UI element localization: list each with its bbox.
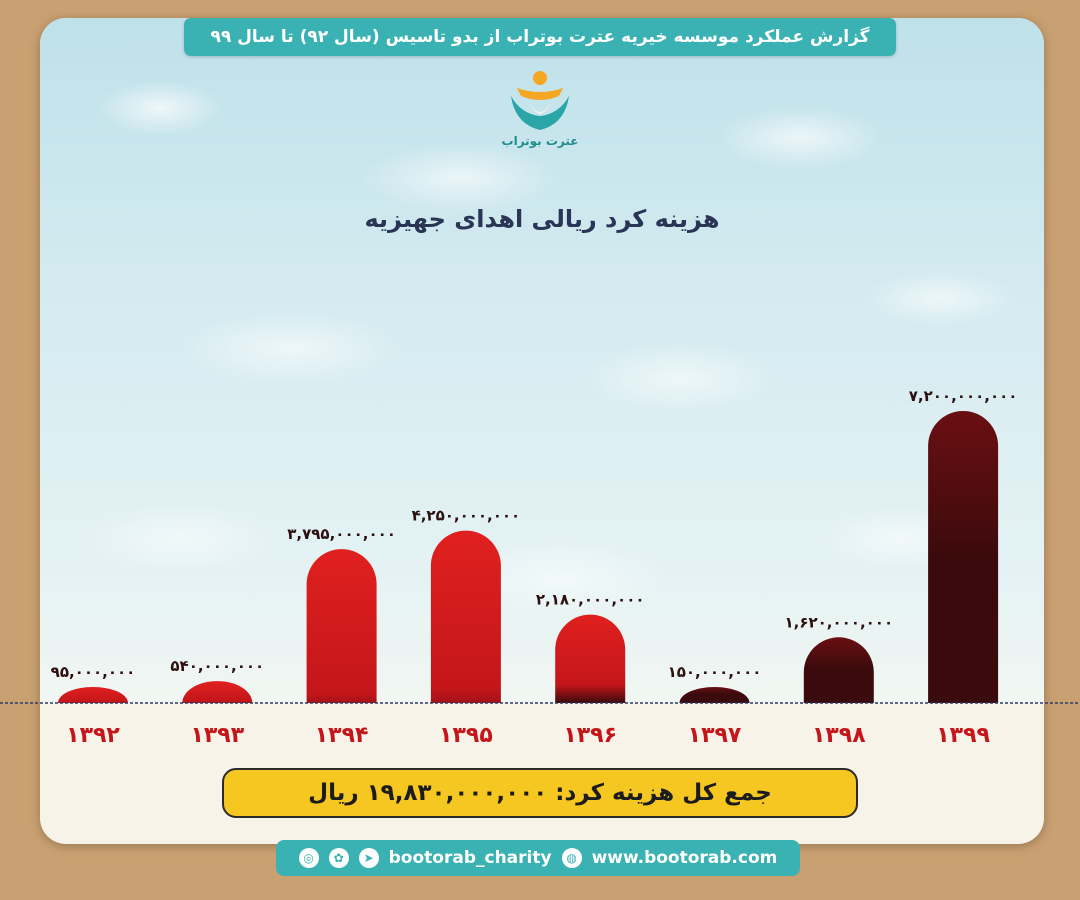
logo-text: عترت بوتراب [501,134,579,148]
value-label-0: ۹۵,۰۰۰,۰۰۰ [51,663,136,681]
value-label-5: ۱۵۰,۰۰۰,۰۰۰ [668,663,762,681]
logo-icon [511,71,569,130]
value-label-3: ۴,۲۵۰,۰۰۰,۰۰۰ [412,507,521,525]
bar-2 [306,549,377,703]
charity-logo: عترت بوتراب [497,66,583,162]
bar-3 [430,530,501,703]
value-label-1: ۵۴۰,۰۰۰,۰۰۰ [170,657,264,675]
category-label-0: ۱۳۹۲ [66,723,120,748]
total-cost-box: جمع کل هزینه کرد: ۱۹,۸۳۰,۰۰۰,۰۰۰ ریال [222,768,858,818]
bar-5 [679,687,750,703]
chart-title: هزینه کرد ریالی اهدای جهیزیه [364,205,720,233]
bar-4 [555,614,626,703]
report-banner: گزارش عملکرد موسسه خیریه عترت بوتراب از … [184,18,896,56]
value-label-7: ۷,۲۰۰,۰۰۰,۰۰۰ [909,387,1018,405]
value-label-6: ۱,۶۲۰,۰۰۰,۰۰۰ [784,613,893,631]
social-handle[interactable]: bootorab_charity [388,848,552,868]
category-label-4: ۱۳۹۶ [563,723,617,748]
water-background [40,18,1044,703]
category-label-7: ۱۳۹۹ [936,723,990,748]
website-link[interactable]: www.bootorab.com [591,848,778,868]
bar-1 [182,681,253,703]
report-card [40,18,1044,844]
instagram-icon[interactable]: ◎ [298,848,319,868]
bar-0 [58,687,128,703]
category-label-1: ۱۳۹۳ [190,723,244,748]
bar-6 [803,637,874,703]
footer-bar: ◎ ✿ ➤ bootorab_charity ◍ www.bootorab.co… [276,840,800,876]
value-label-4: ۲,۱۸۰,۰۰۰,۰۰۰ [536,591,645,609]
bar-7 [928,411,999,703]
telegram-icon[interactable]: ➤ [358,848,379,868]
globe-icon[interactable]: ◍ [561,848,582,868]
value-label-2: ۳,۷۹۵,۰۰۰,۰۰۰ [287,525,396,543]
category-label-5: ۱۳۹۷ [688,723,742,748]
aparat-icon[interactable]: ✿ [328,848,349,868]
category-label-3: ۱۳۹۵ [439,723,493,748]
category-label-6: ۱۳۹۸ [812,723,866,748]
category-label-2: ۱۳۹۴ [315,723,369,748]
